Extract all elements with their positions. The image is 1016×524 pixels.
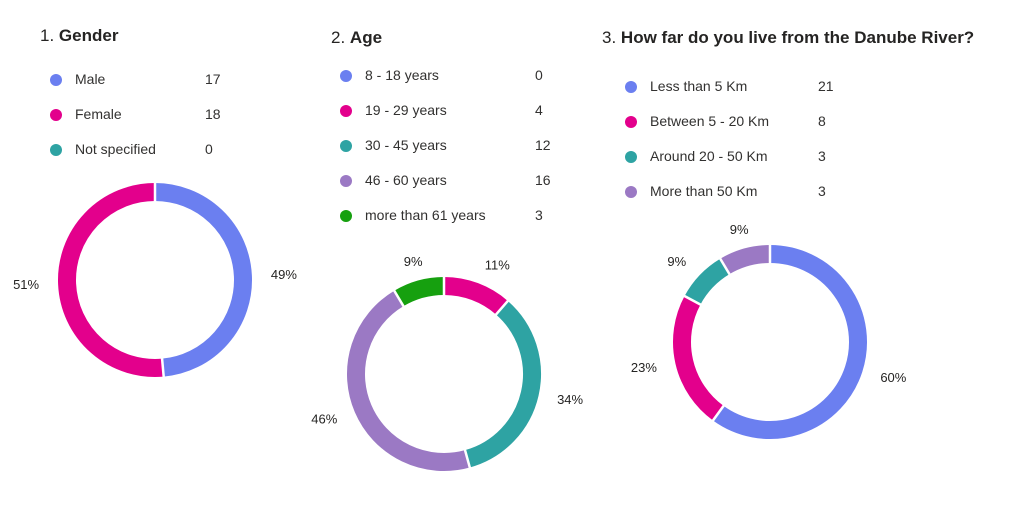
- percent-label-female: 51%: [13, 277, 39, 292]
- donut-slice-less-than-5-km[interactable]: [712, 245, 867, 439]
- legend-count: 21: [818, 78, 834, 94]
- slice-separator: [710, 403, 726, 423]
- donut-chart: 49% 51%: [13, 181, 297, 379]
- legend-item-female[interactable]: Female 18: [50, 105, 235, 125]
- legend-item-46-60-years[interactable]: 46 - 60 years 16: [340, 171, 565, 191]
- slice-separator: [463, 447, 472, 470]
- legend-item-around-20-50-km[interactable]: Around 20 - 50 Km 3: [625, 147, 848, 167]
- legend-swatch: [625, 116, 637, 128]
- question-title: 2. Age: [331, 28, 382, 48]
- slice-separator: [160, 356, 166, 379]
- age-panel: 2. Age 8 - 18 years 0 19 - 29 years 4 30 - 45…: [300, 0, 590, 524]
- legend-item-30-45-years[interactable]: 30 - 45 years 12: [340, 136, 565, 156]
- legend-label: Between 5 - 20 Km: [650, 113, 770, 129]
- donut-slice-around-20-50-km[interactable]: [684, 258, 730, 305]
- legend-label: 30 - 45 years: [365, 137, 447, 153]
- legend-label: Around 20 - 50 Km: [650, 148, 768, 164]
- legend-swatch: [340, 140, 352, 152]
- donut-slice-19-29-years[interactable]: [443, 277, 508, 315]
- donut-slice-30-45-years[interactable]: [464, 300, 541, 468]
- legend-swatch: [625, 186, 637, 198]
- legend-label: More than 50 Km: [650, 183, 758, 199]
- question-text: Gender: [58, 26, 119, 45]
- legend-label: Less than 5 Km: [650, 78, 748, 94]
- percent-label-around-20-50-km: 9%: [667, 254, 686, 269]
- question-number: 1.: [40, 26, 55, 45]
- donut-slice-between-5-20-km[interactable]: [673, 296, 724, 421]
- slice-separator: [493, 298, 511, 317]
- legend-swatch: [340, 105, 352, 117]
- percent-label-19-29-years: 11%: [485, 257, 510, 272]
- legend-item-more-than-61-years[interactable]: more than 61 years 3: [340, 206, 565, 226]
- legend-label: Male: [75, 71, 106, 87]
- percent-label-46-60-years: 46%: [311, 412, 337, 427]
- legend-count: 0: [535, 67, 543, 83]
- donut-slice-male[interactable]: [154, 183, 252, 377]
- legend-count: 17: [205, 71, 221, 87]
- legend-label: Female: [75, 106, 122, 122]
- legend-count: 18: [205, 106, 221, 122]
- legend-swatch: [340, 175, 352, 187]
- question-title: 1. Gender: [40, 26, 118, 46]
- legend-swatch: [50, 74, 62, 86]
- legend-label: 8 - 18 years: [365, 67, 439, 83]
- legend-swatch: [340, 210, 352, 222]
- legend-swatch: [625, 81, 637, 93]
- donut-slice-more-than-50-km[interactable]: [720, 245, 771, 275]
- slice-separator: [718, 256, 732, 277]
- donut-slice-female[interactable]: [58, 183, 164, 377]
- legend-label: more than 61 years: [365, 207, 486, 223]
- slice-separator: [392, 288, 406, 309]
- legend-swatch: [50, 109, 62, 121]
- legend-count: 3: [535, 207, 543, 223]
- legend-label: 19 - 29 years: [365, 102, 447, 118]
- legend-item-more-than-50-km[interactable]: More than 50 Km 3: [625, 182, 848, 202]
- legend-swatch: [340, 70, 352, 82]
- legend-count: 3: [818, 183, 826, 199]
- donut-slice-46-60-years[interactable]: [347, 290, 470, 471]
- question-text: How far do you live from the Danube Rive…: [620, 28, 975, 47]
- question-title: 3. How far do you live from the Danube R…: [602, 28, 974, 48]
- question-text: Age: [349, 28, 383, 47]
- question-number: 3.: [602, 28, 617, 47]
- legend-count: 0: [205, 141, 213, 157]
- percent-label-30-45-years: 34%: [557, 392, 583, 407]
- percent-label-more-than-50-km: 9%: [730, 222, 749, 237]
- percent-label-less-than-5-km: 60%: [880, 370, 906, 385]
- donut-chart: 11% 34% 46% 9%: [311, 254, 584, 471]
- legend-count: 3: [818, 148, 826, 164]
- percent-label-more-than-61-years: 9%: [404, 254, 423, 269]
- donut-chart: 60% 23% 9% 9%: [631, 222, 907, 439]
- legend-item-between-5-20-km[interactable]: Between 5 - 20 Km 8: [625, 112, 848, 132]
- legend-item-not-specified[interactable]: Not specified 0: [50, 140, 235, 160]
- legend-label: Not specified: [75, 141, 156, 157]
- legend-count: 4: [535, 102, 543, 118]
- legend-item-male[interactable]: Male 17: [50, 70, 235, 90]
- distance-panel: 3. How far do you live from the Danube R…: [590, 0, 1016, 524]
- percent-label-male: 49%: [271, 267, 297, 282]
- legend-item-8-18-years[interactable]: 8 - 18 years 0: [340, 66, 565, 86]
- legend-count: 12: [535, 137, 551, 153]
- legend-count: 8: [818, 113, 826, 129]
- legend-label: 46 - 60 years: [365, 172, 447, 188]
- legend-swatch: [625, 151, 637, 163]
- donut-slice-more-than-61-years[interactable]: [394, 277, 445, 307]
- legend-count: 16: [535, 172, 551, 188]
- question-number: 2.: [331, 28, 346, 47]
- legend-swatch: [50, 144, 62, 156]
- legend-item-less-than-5-km[interactable]: Less than 5 Km 21: [625, 77, 848, 97]
- gender-panel: 1. Gender Male 17 Female 18 Not specified 0 49%…: [0, 0, 300, 524]
- percent-label-between-5-20-km: 23%: [631, 360, 657, 375]
- slice-separator: [682, 293, 703, 307]
- legend-item-19-29-years[interactable]: 19 - 29 years 4: [340, 101, 565, 121]
